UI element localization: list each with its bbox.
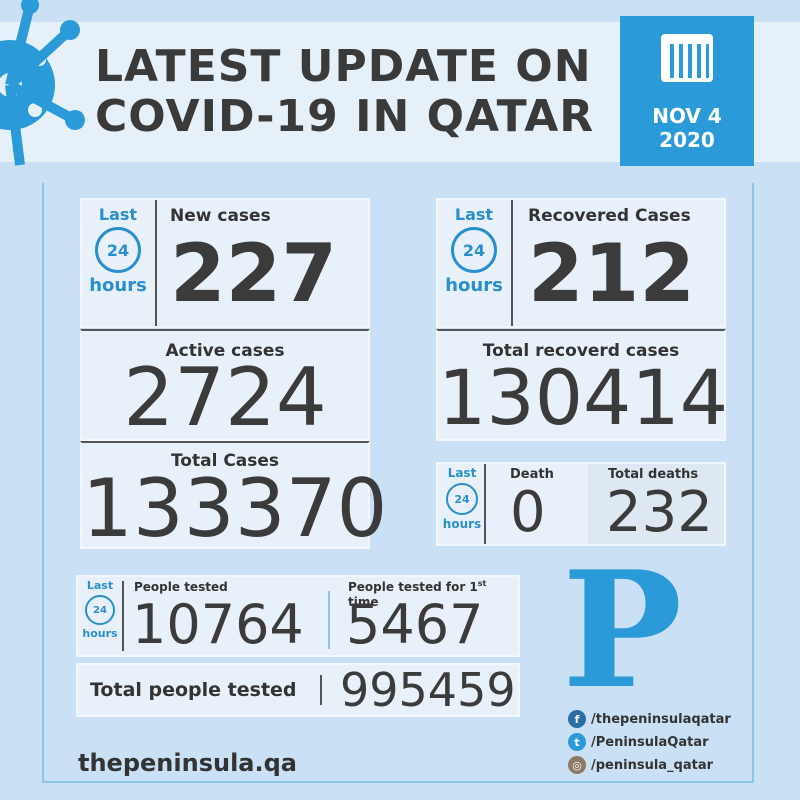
tested-first-label-end: time [348,595,379,609]
title-line-1: LATEST UPDATE ON [95,41,592,92]
total-recovered-value: 130414 [438,353,729,442]
divider [320,675,322,705]
content-frame [42,183,754,783]
death-value: 0 [510,480,546,545]
twitter-icon: t [568,733,586,751]
instagram-icon: ◎ [568,756,586,774]
total-tested-value: 995459 [340,663,516,717]
last-label: Last [98,205,138,224]
facebook-link[interactable]: f/thepeninsulaqatar [568,710,731,728]
twitter-link[interactable]: t/PeninsulaQatar [568,733,731,751]
total-cases-card: Total Cases 133370 [80,441,388,555]
title-line-2: COVID-19 IN QATAR [95,91,595,142]
tested-first-value: 5467 [346,593,484,656]
divider [122,581,124,651]
facebook-icon: f [568,710,586,728]
hours-label: hours [89,275,147,296]
clock-24-icon: 24 [95,227,141,273]
tested-label: People tested [134,580,228,594]
total-tested-label: Total people tested [90,679,297,701]
recovered-label: Recovered Cases [528,206,691,226]
last-label: Last [454,205,494,224]
deaths-card: Last 24 hours Death 0 Total deaths 232 [436,462,726,546]
facebook-handle: /thepeninsulaqatar [591,711,731,727]
instagram-link[interactable]: ◎ /peninsula_qatar [568,756,731,774]
page-title: LATEST UPDATE ON COVID-19 IN QATAR [95,42,594,142]
website-link[interactable]: thepeninsula.qa [78,749,297,777]
date-box: NOV 4 2020 [620,16,754,166]
tested-value: 10764 [132,593,304,656]
hours-label: hours [442,517,482,531]
total-deaths-panel [588,464,724,544]
total-deaths-label: Total deaths [608,467,699,482]
total-cases-value: 133370 [82,462,388,555]
active-cases-card: Active cases 2724 [80,329,370,441]
peninsula-logo: P [562,536,683,724]
last-label: Last [447,466,477,480]
last-24-badge: Last 24 hours [88,205,148,297]
last-label: Last [86,579,114,592]
total-recovered-label: Total recoverd cases [482,341,680,361]
tested-card: Last 24 hours People tested 10764 People… [76,575,520,657]
clock-24-icon: 24 [85,595,115,625]
clock-24-icon: 24 [451,227,497,273]
social-links: f/thepeninsulaqatar t/PeninsulaQatar ◎ /p… [568,710,731,774]
last-24-badge: Last 24 hours [440,466,484,532]
total-cases-label: Total Cases [170,451,280,471]
recovered-value: 212 [528,227,695,320]
new-cases-card: Last 24 hours New cases 227 [80,198,370,328]
hours-label: hours [445,275,503,296]
tested-first-label-text: People tested for 1 [348,580,478,594]
new-cases-value: 227 [170,227,337,320]
virus-icon [0,0,90,170]
clock-24-icon: 24 [446,483,478,515]
last-24-badge: Last 24 hours [444,205,504,297]
total-recovered-card: Total recoverd cases 130414 [436,329,729,442]
last-24-badge: Last 24 hours [80,579,120,641]
total-deaths-value: 232 [606,480,713,545]
hours-label: hours [82,627,118,640]
new-cases-label: New cases [170,206,271,226]
twitter-handle: /PeninsulaQatar [591,734,709,750]
date-day: NOV 4 [652,104,722,128]
tested-first-label: People tested for 1st time [348,580,518,610]
active-cases-value: 2724 [123,351,327,444]
instagram-handle: /peninsula_qatar [591,757,714,773]
active-cases-label: Active cases [165,341,285,361]
tested-first-sup: st [477,579,487,588]
death-label: Death [510,467,554,482]
calendar-icon [661,34,713,82]
divider [155,200,157,326]
divider [484,464,486,544]
total-tested-card: Total people tested 995459 [76,663,520,717]
recovered-card: Last 24 hours Recovered Cases 212 [436,198,726,328]
date-year: 2020 [659,128,715,152]
divider [511,200,513,326]
divider [328,591,330,649]
